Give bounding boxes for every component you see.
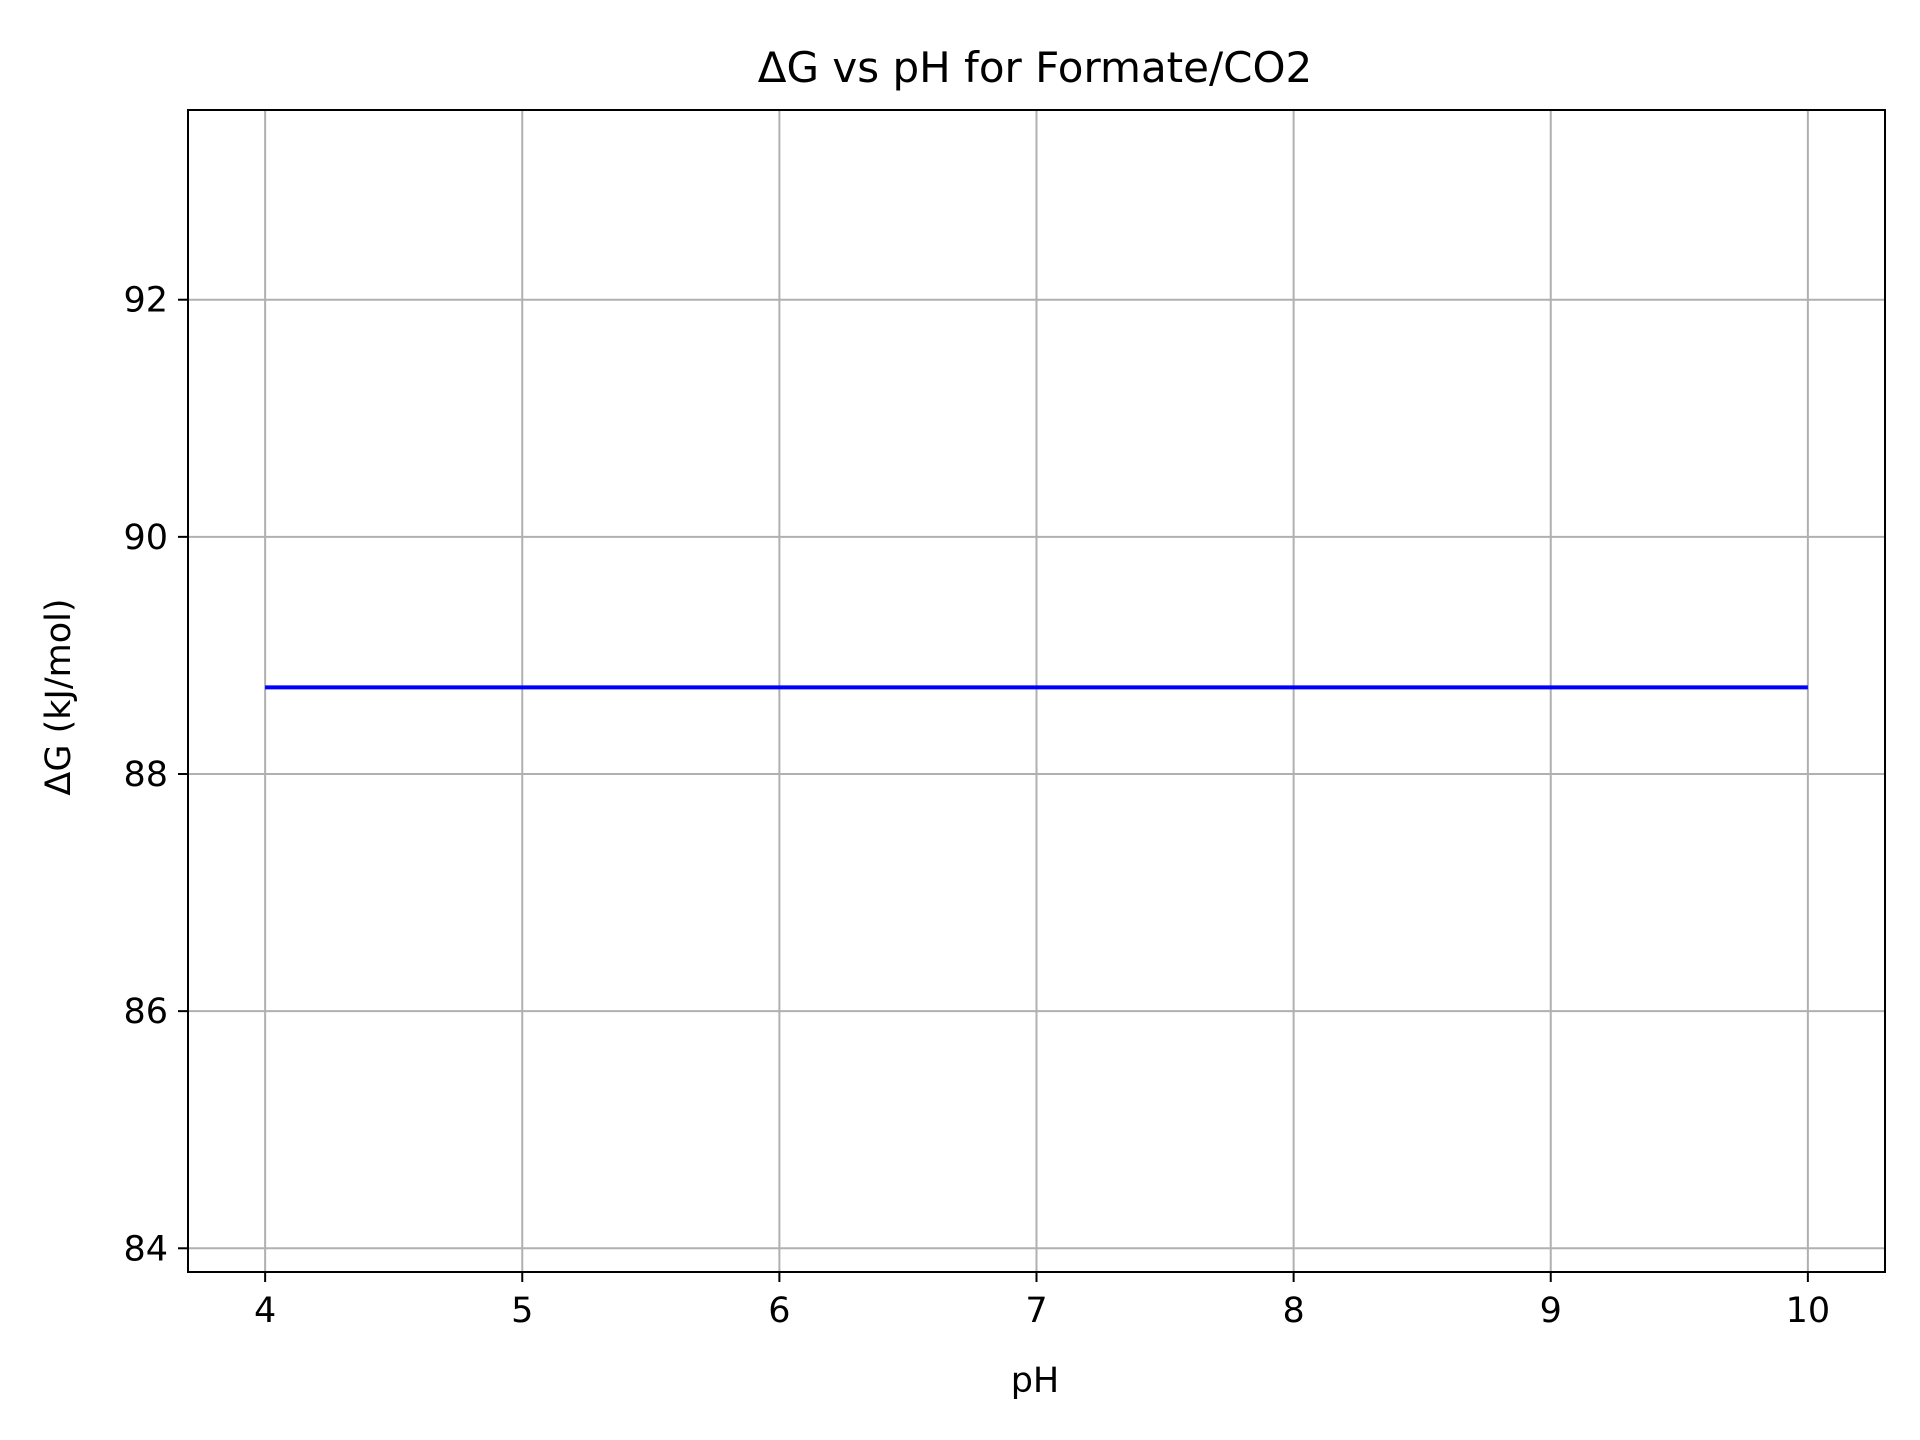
x-tick-label: 10 — [1786, 1291, 1831, 1331]
x-tick-label: 4 — [254, 1291, 276, 1331]
y-tick-label: 84 — [123, 1229, 168, 1269]
x-axis-label: pH — [1011, 1361, 1060, 1401]
y-tick-label: 90 — [123, 518, 168, 558]
y-tick-label: 88 — [123, 755, 168, 795]
x-tick-label: 6 — [768, 1291, 790, 1331]
y-tick-label: 86 — [123, 992, 168, 1032]
y-axis-label: ΔG (kJ/mol) — [39, 598, 79, 795]
y-tick-label: 92 — [123, 281, 168, 321]
x-tick-label: 5 — [511, 1291, 533, 1331]
x-tick-label: 7 — [1025, 1291, 1047, 1331]
grid — [188, 110, 1885, 1272]
x-tick-label: 9 — [1540, 1291, 1562, 1331]
x-tick-label: 8 — [1282, 1291, 1304, 1331]
chart-title: ΔG vs pH for Formate/CO2 — [758, 43, 1313, 92]
ticks: 4 5 6 7 8 9 10 84 86 88 90 92 — [123, 281, 1830, 1331]
